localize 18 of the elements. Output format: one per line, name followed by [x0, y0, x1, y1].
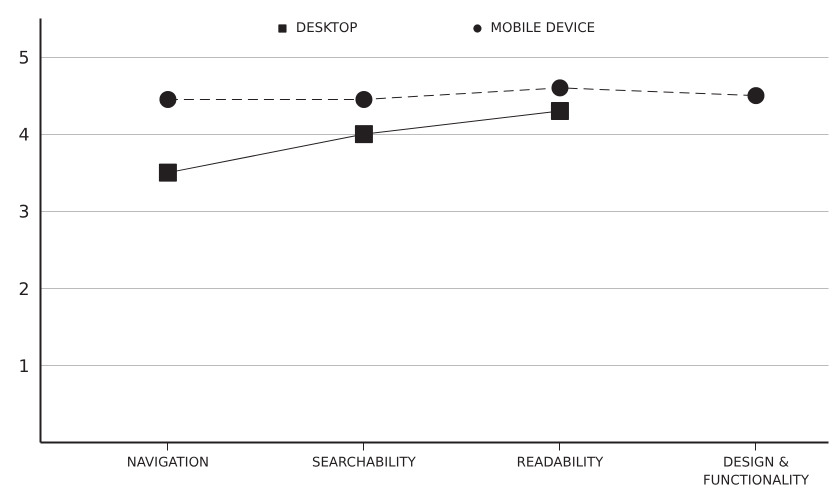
point — [159, 90, 176, 108]
x-tick-label: READABILITY — [516, 456, 604, 470]
point — [158, 164, 177, 182]
point — [551, 79, 568, 96]
y-tick-label: 3 — [18, 202, 30, 223]
y-tick-label: 4 — [18, 126, 30, 146]
point — [355, 90, 372, 108]
y-tick-label: 2 — [18, 280, 30, 300]
x-tick-label: SEARCHABILITY — [312, 456, 417, 470]
point — [354, 125, 373, 144]
y-tick-label: 5 — [18, 48, 30, 69]
legend-label: MOBILE DEVICE — [490, 20, 596, 36]
legend-label: DESKTOP — [296, 20, 358, 36]
point — [747, 87, 764, 104]
y-tick-label: 1 — [18, 356, 30, 377]
x-tick-label: NAVIGATION — [126, 456, 210, 470]
point — [550, 102, 569, 120]
x-tick-label: DESIGN & FUNCTIONALITY — [702, 456, 810, 488]
